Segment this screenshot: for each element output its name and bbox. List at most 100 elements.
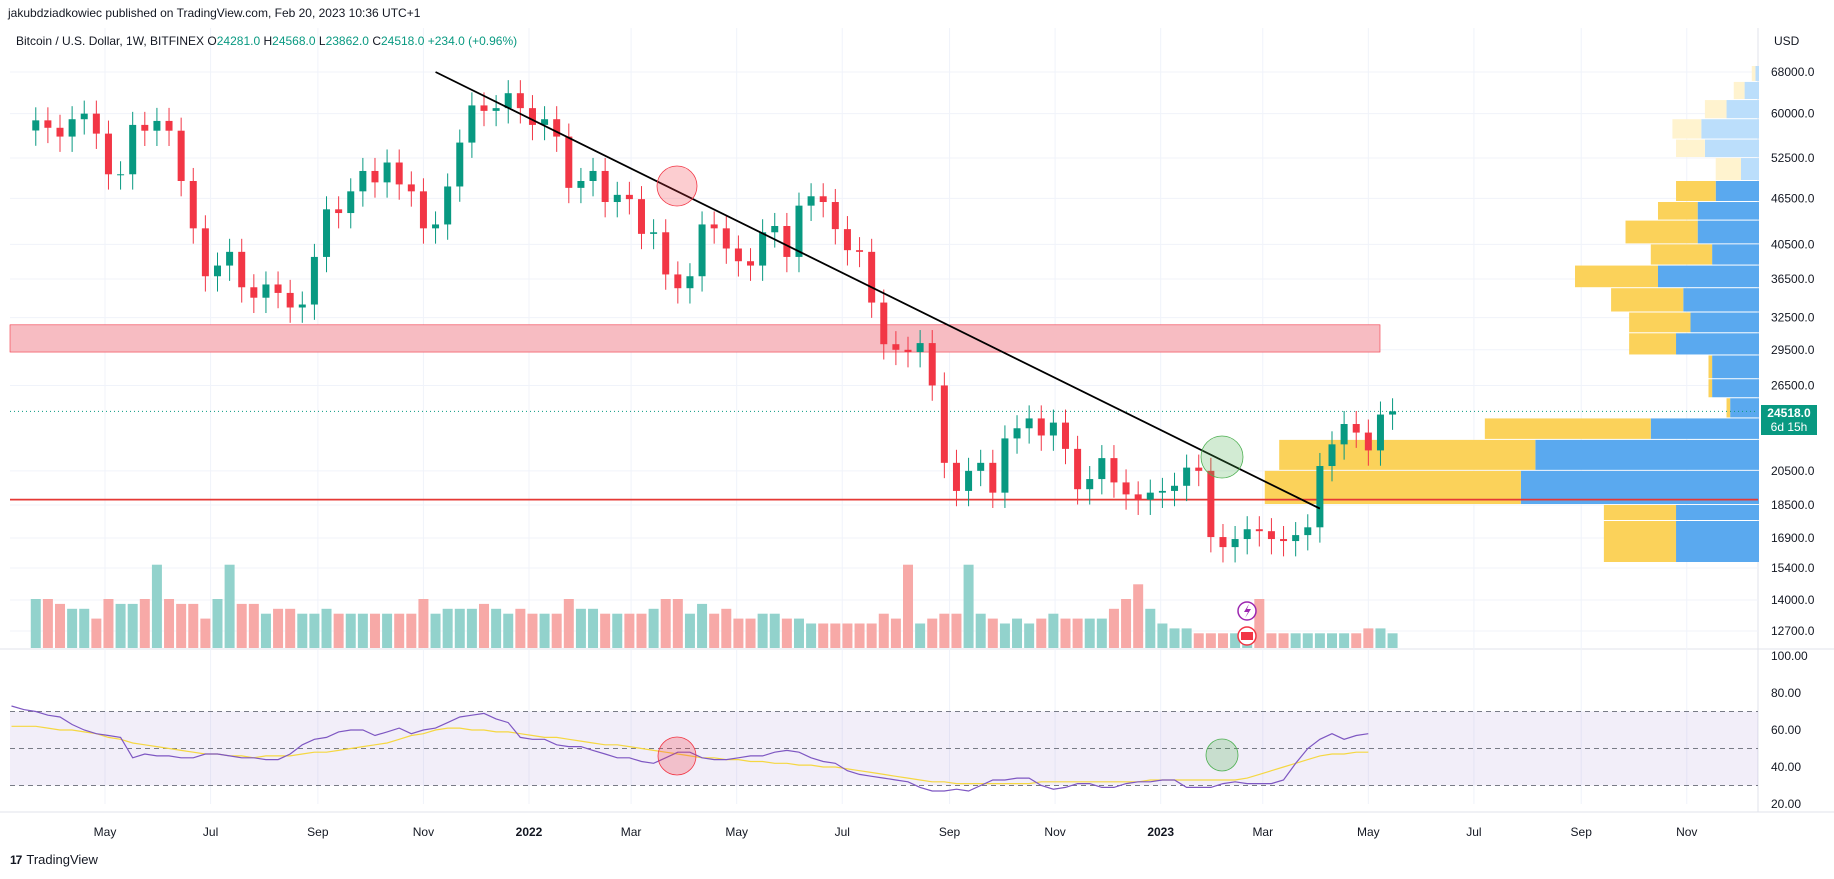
current-price-tag: 24518.0 6d 15h <box>1761 405 1817 435</box>
volume-profile-up <box>1629 333 1677 355</box>
rsi-axis-tick: 80.00 <box>1771 686 1801 700</box>
time-axis-tick: 2022 <box>516 825 543 839</box>
candle-body <box>880 302 888 345</box>
candle-body <box>1243 529 1251 540</box>
volume-bar <box>1375 628 1386 648</box>
candle-body <box>601 170 609 203</box>
volume-bar <box>79 608 90 648</box>
candle-body <box>1037 418 1045 436</box>
volume-bar <box>915 623 926 648</box>
candle-body <box>226 251 234 266</box>
candle-body <box>637 199 645 234</box>
candle-body <box>250 287 258 298</box>
time-axis-tick: Mar <box>1252 825 1273 839</box>
candle-body <box>153 120 161 131</box>
candle-body <box>541 119 549 125</box>
candle-body <box>201 228 209 277</box>
candle-body <box>1122 482 1130 495</box>
candle-body <box>625 194 633 200</box>
candle-body <box>1376 414 1384 451</box>
price-axis-tick: 60000.0 <box>1771 107 1815 121</box>
volume-bar <box>563 599 574 648</box>
volume-bar <box>273 608 284 648</box>
volume-bar <box>890 618 901 648</box>
candle-body <box>298 304 306 308</box>
candle-body <box>1001 438 1009 493</box>
candle-body <box>722 228 730 249</box>
volume-bar <box>91 618 102 648</box>
candle-body <box>141 124 149 131</box>
candle-body <box>965 470 973 491</box>
volume-bar <box>624 613 635 648</box>
candle-body <box>904 349 912 353</box>
publisher-line: jakubdziadkowiec published on TradingVie… <box>8 6 421 20</box>
volume-bar <box>357 613 368 648</box>
volume-bar <box>285 608 296 648</box>
candle-body <box>347 191 355 214</box>
volume-profile-down <box>1690 312 1759 333</box>
volume-bar <box>1133 584 1144 648</box>
volume-bar <box>127 603 138 648</box>
volume-bar <box>636 613 647 648</box>
volume-profile-up <box>1657 202 1698 220</box>
volume-profile-up <box>1611 288 1684 312</box>
candle-body <box>32 120 40 131</box>
volume-bar <box>1327 633 1338 648</box>
candle-body <box>977 462 985 471</box>
candle-body <box>262 284 270 298</box>
candle-body <box>577 180 585 188</box>
candle-body <box>1074 448 1082 490</box>
candle-body <box>383 162 391 183</box>
candle-body <box>892 344 900 350</box>
volume-bar <box>866 623 877 648</box>
flag-glyph-icon <box>1241 632 1253 640</box>
candle-body <box>565 136 573 188</box>
tradingview-footer[interactable]: 17 TradingView <box>10 852 98 867</box>
price-axis-tick: 18500.0 <box>1771 498 1815 512</box>
volume-bar <box>248 603 259 648</box>
volume-bar <box>781 618 792 648</box>
volume-bar <box>818 623 829 648</box>
volume-profile-up <box>1751 66 1756 81</box>
volume-profile-down <box>1657 265 1759 288</box>
volume-profile-up <box>1704 100 1727 119</box>
volume-profile-up <box>1264 470 1521 504</box>
time-axis-tick: May <box>94 825 117 839</box>
price-axis-tick: 40500.0 <box>1771 237 1815 251</box>
symbol-legend: Bitcoin / U.S. Dollar, 1W, BITFINEX O242… <box>16 34 518 48</box>
candle-body <box>516 93 524 109</box>
price-axis-tick: 29500.0 <box>1771 343 1815 357</box>
candle-body <box>104 133 112 175</box>
candle-body <box>371 170 379 183</box>
price-axis-tick: 46500.0 <box>1771 191 1815 205</box>
candle-body <box>44 120 52 128</box>
candle-body <box>177 130 185 181</box>
volume-bar <box>539 613 550 648</box>
time-axis-tick: Mar <box>621 825 642 839</box>
volume-bar <box>454 608 465 648</box>
candle-body <box>213 265 221 277</box>
candle-body <box>335 209 343 214</box>
volume-bar <box>903 564 914 648</box>
volume-bar <box>1302 633 1313 648</box>
candle-body <box>662 232 670 275</box>
candle-body <box>323 209 331 257</box>
volume-bar <box>1193 633 1204 648</box>
candle-body <box>444 186 452 225</box>
rsi-breakout-circle-marker <box>1205 738 1239 772</box>
volume-bar <box>1314 633 1325 648</box>
candle-body <box>1195 467 1203 471</box>
candle-body <box>1134 494 1142 500</box>
volume-bar <box>1181 628 1192 648</box>
candle-body <box>1280 539 1288 542</box>
volume-profile-down <box>1676 333 1759 355</box>
tradingview-brand: TradingView <box>26 852 98 867</box>
volume-profile-down <box>1730 398 1759 418</box>
candle-body <box>650 232 658 234</box>
time-axis-tick: Jul <box>1466 825 1481 839</box>
candle-body <box>1340 424 1348 445</box>
candle-body <box>674 274 682 289</box>
rsi-line <box>11 705 1369 792</box>
volume-bar <box>30 599 41 648</box>
